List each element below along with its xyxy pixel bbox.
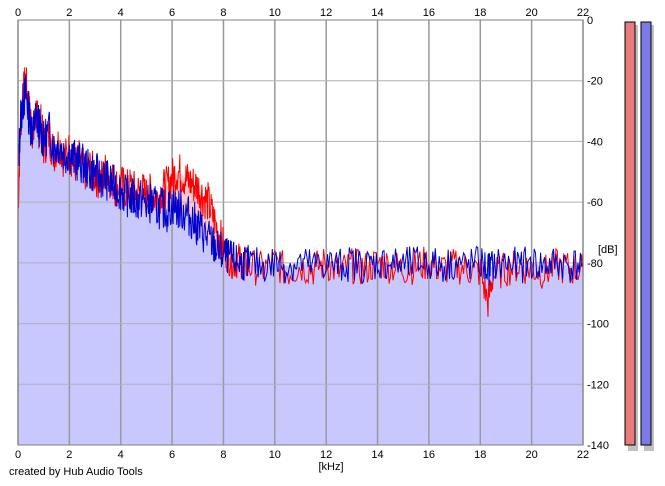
x-tick-label-top: 22	[577, 7, 589, 19]
x-tick-label-bottom: 2	[66, 449, 72, 461]
x-tick-label-top: 14	[371, 7, 383, 19]
spectrum-fill-layer	[18, 80, 583, 445]
x-tick-label-bottom: 8	[220, 449, 226, 461]
x-tick-label-top: 16	[423, 7, 435, 19]
x-tick-label-top: 12	[320, 7, 332, 19]
level-meter-left	[624, 21, 638, 451]
level-meter-right	[640, 21, 654, 451]
y-tick-label: -40	[587, 136, 603, 148]
x-tick-label-top: 2	[66, 7, 72, 19]
y-tick-label: -100	[587, 319, 609, 331]
x-tick-label-bottom: 20	[526, 449, 538, 461]
credit-text: created by Hub Audio Tools	[9, 466, 143, 478]
x-tick-label-top: 10	[269, 7, 281, 19]
x-tick-label-top: 6	[169, 7, 175, 19]
series-fill-blue	[18, 92, 583, 445]
y-axis-label: [dB]	[598, 244, 618, 256]
x-axis-label: [kHz]	[318, 461, 343, 473]
x-tick-label-top: 4	[118, 7, 124, 19]
series-lines	[17, 19, 584, 446]
x-tick-label-bottom: 14	[371, 449, 383, 461]
x-tick-label-bottom: 16	[423, 449, 435, 461]
x-tick-label-bottom: 4	[118, 449, 124, 461]
series-line-blue	[17, 74, 584, 286]
series-line-red	[17, 67, 584, 317]
x-tick-label-bottom: 10	[269, 449, 281, 461]
x-tick-label-top: 8	[220, 7, 226, 19]
x-tick-label-top: 20	[526, 7, 538, 19]
x-tick-label-bottom: 18	[474, 449, 486, 461]
y-tick-label: -20	[587, 76, 603, 88]
y-tick-label: -120	[587, 379, 609, 391]
x-tick-label-bottom: 0	[15, 449, 21, 461]
y-tick-label: 0	[587, 15, 593, 27]
y-tick-label: -80	[587, 258, 603, 270]
y-tick-label: -140	[587, 440, 609, 452]
axis-labels: 002244668810101212141416161818202022220-…	[15, 7, 609, 461]
x-tick-label-bottom: 22	[577, 449, 589, 461]
y-tick-label: -60	[587, 197, 603, 209]
x-tick-label-bottom: 6	[169, 449, 175, 461]
x-tick-label-top: 0	[15, 7, 21, 19]
x-tick-label-top: 18	[474, 7, 486, 19]
plot-border	[17, 19, 584, 446]
x-tick-label-bottom: 12	[320, 449, 332, 461]
